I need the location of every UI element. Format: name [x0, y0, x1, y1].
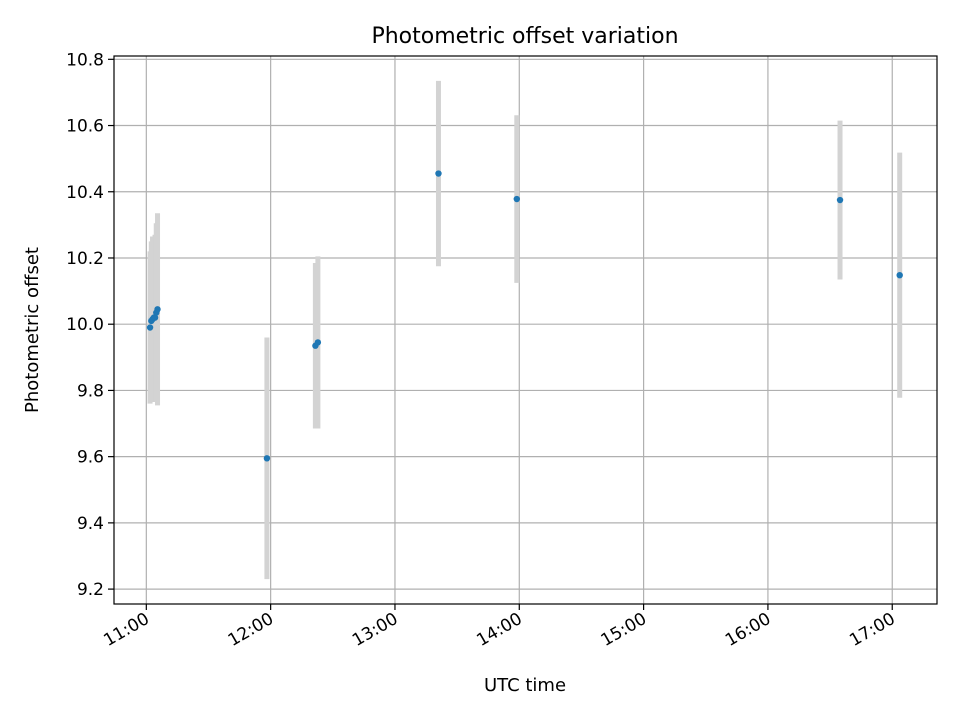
data-point-11 [513, 195, 520, 203]
data-point-7 [263, 455, 271, 462]
data-point-9 [314, 339, 322, 346]
y-tick-label: 9.2 [77, 580, 104, 600]
data-point-12 [836, 196, 844, 204]
data-point-0 [146, 324, 154, 331]
chart-title: Photometric offset variation [371, 24, 678, 49]
grid [114, 56, 937, 604]
plot-frame [113, 55, 938, 605]
data-point-10 [435, 170, 442, 177]
y-tick-label: 10.2 [66, 249, 104, 269]
y-tick-label: 9.4 [77, 514, 104, 534]
data-point-6 [154, 306, 161, 313]
y-tick-label: 10.8 [66, 50, 104, 70]
data-point-13 [896, 272, 903, 279]
y-tick-label: 10.0 [66, 315, 104, 335]
y-tick-label: 10.6 [66, 117, 104, 137]
x-axis-label: UTC time [484, 675, 566, 696]
y-axis-label: Photometric offset [22, 247, 43, 413]
data-point-4 [151, 314, 159, 321]
y-tick-label: 9.6 [77, 448, 104, 468]
y-tick-label: 10.4 [66, 183, 104, 203]
data-points [146, 170, 903, 462]
y-tick-label: 9.8 [77, 381, 104, 401]
y-axis-ticks: 9.2 9.4 9.6 9.8 10.0 10.2 10.4 10.6 10.8 [66, 50, 114, 600]
